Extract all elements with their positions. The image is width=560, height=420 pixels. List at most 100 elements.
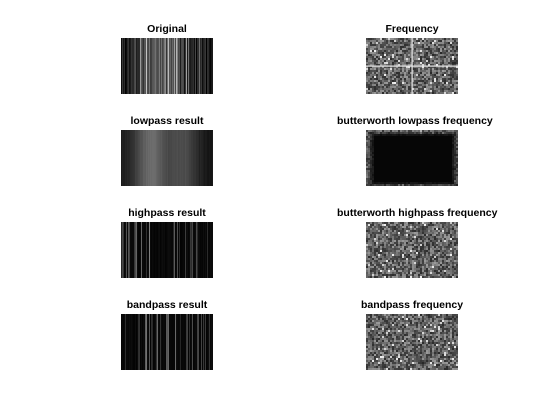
spectrum-cell [434, 60, 436, 62]
spectrum-cell [414, 70, 416, 72]
spectrum-cell [374, 70, 376, 72]
spectrum-cell [384, 78, 386, 80]
spectrum-cell [374, 164, 376, 166]
spectrum-cell [400, 322, 402, 324]
spectrum-cell [378, 248, 380, 250]
spectrum-cell [446, 156, 448, 158]
spectrum-cell [396, 176, 398, 178]
spectrum-cell [388, 56, 390, 58]
spectrum-cell [394, 50, 396, 52]
spectrum-cell [424, 166, 426, 168]
spectrum-cell [368, 178, 370, 180]
spectrum-cell [398, 180, 400, 182]
spectrum-cell [448, 144, 450, 146]
spectrum-cell [368, 80, 370, 82]
spectrum-cell [404, 334, 406, 336]
spectrum-cell [438, 40, 440, 42]
spectrum-cell [388, 184, 390, 186]
spectrum-cell [368, 152, 370, 154]
spectrum-cell [418, 276, 420, 278]
spectrum-cell [368, 322, 370, 324]
spectrum-cell [378, 156, 380, 158]
spectrum-cell [370, 42, 372, 44]
spectrum-cell [452, 52, 454, 54]
spectrum-cell [368, 54, 370, 56]
spectrum-cell [436, 68, 438, 70]
spectrum-cell [370, 226, 372, 228]
spectrum-cell [384, 168, 386, 170]
image-column [198, 314, 199, 370]
spectrum-cell [406, 322, 408, 324]
spectrum-cell [380, 90, 382, 92]
spectrum-cell [454, 68, 456, 70]
spectrum-cell [424, 54, 426, 56]
spectrum-cell [434, 338, 436, 340]
spectrum-cell [374, 46, 376, 48]
spectrum-cell [426, 54, 428, 56]
spectrum-cell [438, 56, 440, 58]
spectrum-cell [436, 148, 438, 150]
spectrum-cell [448, 88, 450, 90]
spectrum-cell [444, 82, 446, 84]
spectrum-cell [430, 68, 432, 70]
spectrum-cell [454, 342, 456, 344]
spectrum-cell [454, 46, 456, 48]
spectrum-cell [410, 48, 412, 50]
spectrum-cell [448, 234, 450, 236]
spectrum-cell [442, 44, 444, 46]
spectrum-cell [400, 326, 402, 328]
spectrum-cell [444, 74, 446, 76]
spectrum-cell [382, 50, 384, 52]
spectrum-cell [382, 130, 384, 132]
image-column [141, 38, 142, 94]
spectrum-cell [380, 326, 382, 328]
spectrum-cell [374, 168, 376, 170]
spectrum-cell [392, 56, 394, 58]
spectrum-cell [414, 248, 416, 250]
spectrum-cell [456, 320, 458, 322]
image-column [205, 222, 206, 278]
spectrum-cell [452, 68, 454, 70]
spectrum-cell [384, 256, 386, 258]
image-column [195, 314, 196, 370]
spectrum-cell [424, 176, 426, 178]
spectrum-cell [446, 80, 448, 82]
spectrum-cell [414, 328, 416, 330]
spectrum-cell [412, 150, 414, 152]
spectrum-cell [442, 264, 444, 266]
spectrum-cell [396, 184, 398, 186]
image-column [136, 38, 137, 94]
spectrum-cell [400, 90, 402, 92]
spectrum-cell [452, 316, 454, 318]
spectrum-cell [404, 222, 406, 224]
spectrum-cell [428, 326, 430, 328]
spectrum-cell [446, 334, 448, 336]
spectrum-cell [432, 328, 434, 330]
spectrum-axis-line [411, 38, 413, 94]
image-column [186, 38, 187, 94]
spectrum-cell [456, 144, 458, 146]
spectrum-cell [368, 172, 370, 174]
spectrum-cell [454, 264, 456, 266]
spectrum-cell [408, 224, 410, 226]
spectrum-cell [422, 62, 424, 64]
spectrum-cell [396, 322, 398, 324]
spectrum-cell [424, 52, 426, 54]
spectrum-cell [390, 314, 392, 316]
spectrum-cell [372, 50, 374, 52]
spectrum-cell [416, 320, 418, 322]
spectrum-cell [454, 274, 456, 276]
spectrum-cell [446, 178, 448, 180]
spectrum-cell [432, 174, 434, 176]
spectrum-cell [398, 176, 400, 178]
spectrum-cell [424, 256, 426, 258]
image-column [149, 130, 150, 186]
spectrum-cell [412, 174, 414, 176]
spectrum-cell [376, 134, 378, 136]
stripes-image [121, 38, 213, 94]
spectrum-cell [424, 230, 426, 232]
spectrum-cell [376, 166, 378, 168]
spectrum-cell [418, 262, 420, 264]
spectrum-cell [438, 148, 440, 150]
spectrum-cell [394, 324, 396, 326]
